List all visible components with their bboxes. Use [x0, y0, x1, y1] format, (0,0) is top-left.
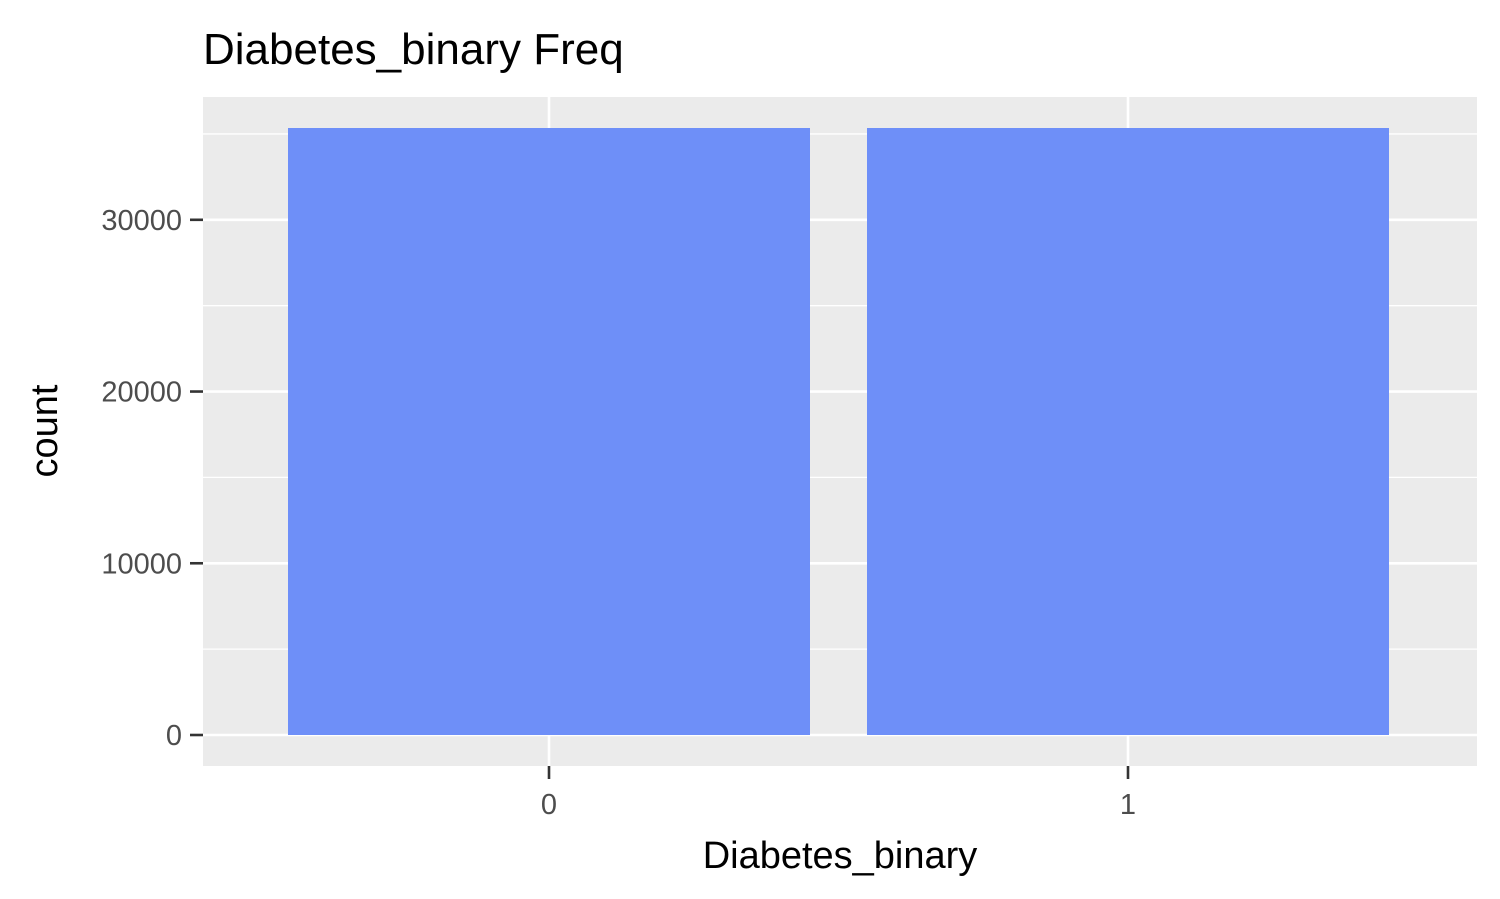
bar-0	[288, 128, 810, 735]
x-tick-label: 1	[1120, 789, 1136, 821]
y-axis-title: count	[24, 384, 66, 477]
x-tick-label: 0	[541, 789, 557, 821]
y-tick-label: 10000	[101, 548, 182, 580]
y-axis: 0 10000 20000 30000	[101, 205, 203, 752]
chart-title: Diabetes_binary Freq	[203, 25, 624, 74]
y-tick-label: 20000	[101, 377, 182, 409]
bars	[288, 128, 1389, 735]
bar-1	[867, 128, 1389, 735]
y-tick-label: 30000	[101, 205, 182, 237]
x-axis-title: Diabetes_binary	[703, 835, 978, 877]
y-tick-label: 0	[166, 720, 182, 752]
